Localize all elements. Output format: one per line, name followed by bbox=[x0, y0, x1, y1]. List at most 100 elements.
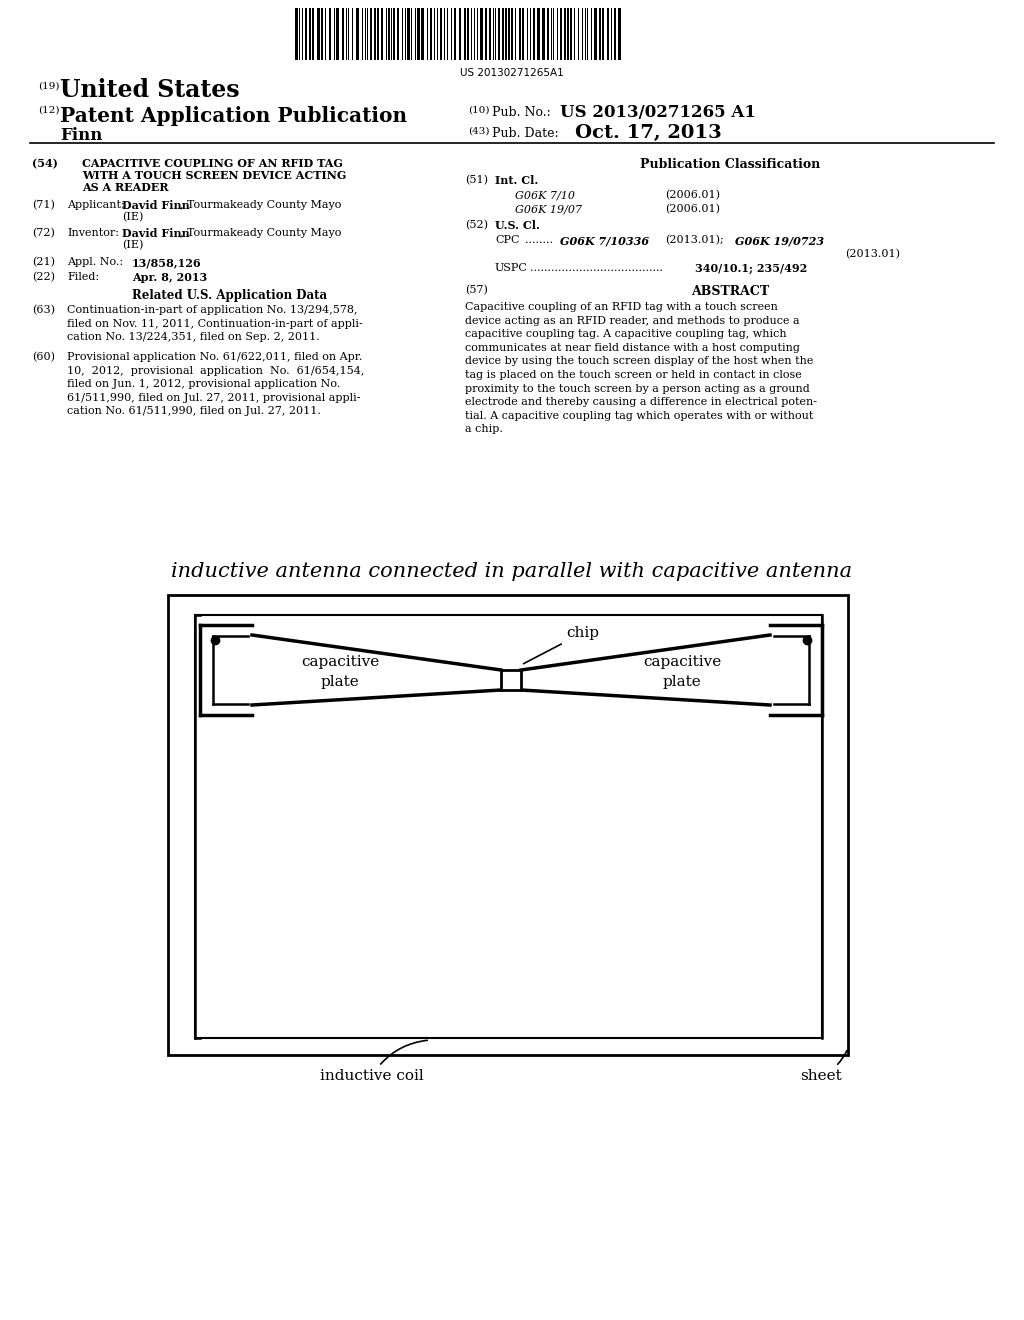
Bar bbox=[305, 8, 307, 59]
Bar bbox=[430, 8, 432, 59]
Text: CPC: CPC bbox=[495, 235, 519, 246]
Text: sheet: sheet bbox=[800, 1051, 847, 1082]
Text: (57): (57) bbox=[465, 285, 487, 296]
Bar bbox=[301, 8, 303, 59]
Text: (12): (12) bbox=[38, 106, 59, 115]
Bar bbox=[401, 8, 403, 59]
Bar bbox=[454, 8, 456, 59]
Bar bbox=[585, 8, 586, 59]
Text: capacitive
plate: capacitive plate bbox=[643, 655, 721, 689]
Text: (10): (10) bbox=[468, 106, 489, 115]
Bar bbox=[502, 8, 504, 59]
Bar bbox=[365, 8, 367, 59]
Bar bbox=[474, 8, 475, 59]
Bar bbox=[611, 8, 612, 59]
Bar bbox=[553, 8, 554, 59]
Bar bbox=[422, 8, 424, 59]
Text: (43): (43) bbox=[468, 127, 489, 136]
Text: (63): (63) bbox=[32, 305, 55, 315]
Text: Apr. 8, 2013: Apr. 8, 2013 bbox=[132, 272, 207, 282]
Bar bbox=[563, 8, 565, 59]
Bar bbox=[467, 8, 469, 59]
Text: G06K 7/10: G06K 7/10 bbox=[515, 190, 575, 201]
Bar bbox=[470, 8, 472, 59]
Bar bbox=[299, 8, 300, 59]
Bar bbox=[312, 8, 314, 59]
Text: Appl. No.:: Appl. No.: bbox=[67, 257, 123, 267]
Text: capacitive
plate: capacitive plate bbox=[301, 655, 379, 689]
Bar bbox=[573, 8, 575, 59]
Bar bbox=[599, 8, 601, 59]
Bar bbox=[408, 8, 410, 59]
Text: Applicant:: Applicant: bbox=[67, 201, 125, 210]
Text: ABSTRACT: ABSTRACT bbox=[691, 285, 769, 298]
Bar bbox=[195, 615, 822, 1038]
Bar bbox=[367, 8, 369, 59]
Bar bbox=[396, 8, 398, 59]
Bar bbox=[570, 8, 571, 59]
Text: (54): (54) bbox=[32, 158, 58, 169]
Bar bbox=[459, 8, 461, 59]
Text: Pub. No.:: Pub. No.: bbox=[492, 106, 551, 119]
Bar bbox=[480, 8, 483, 59]
Text: U.S. Cl.: U.S. Cl. bbox=[495, 220, 540, 231]
Text: (60): (60) bbox=[32, 352, 55, 362]
Bar bbox=[381, 8, 383, 59]
Bar bbox=[370, 8, 372, 59]
Text: Pub. Date:: Pub. Date: bbox=[492, 127, 559, 140]
Text: (21): (21) bbox=[32, 257, 55, 268]
Bar bbox=[391, 8, 392, 59]
Text: , Tourmakeady County Mayo: , Tourmakeady County Mayo bbox=[180, 228, 341, 238]
Bar bbox=[168, 595, 848, 1055]
Bar bbox=[415, 8, 417, 59]
Bar bbox=[477, 8, 478, 59]
Bar bbox=[295, 8, 298, 59]
Text: , Tourmakeady County Mayo: , Tourmakeady County Mayo bbox=[180, 201, 341, 210]
Bar bbox=[485, 8, 486, 59]
Text: Publication Classification: Publication Classification bbox=[640, 158, 820, 172]
Text: Patent Application Publication: Patent Application Publication bbox=[60, 106, 408, 125]
Text: 13/858,126: 13/858,126 bbox=[132, 257, 202, 268]
Text: CAPACITIVE COUPLING OF AN RFID TAG: CAPACITIVE COUPLING OF AN RFID TAG bbox=[82, 158, 343, 169]
Bar bbox=[527, 8, 528, 59]
Text: (22): (22) bbox=[32, 272, 55, 282]
Text: Int. Cl.: Int. Cl. bbox=[495, 176, 539, 186]
Bar bbox=[342, 8, 344, 59]
Text: US 2013/0271265 A1: US 2013/0271265 A1 bbox=[560, 104, 756, 121]
Text: (2013.01): (2013.01) bbox=[845, 249, 900, 259]
Text: (IE): (IE) bbox=[122, 213, 143, 222]
Text: Provisional application No. 61/622,011, filed on Apr.
10,  2012,  provisional  a: Provisional application No. 61/622,011, … bbox=[67, 352, 365, 416]
Text: Continuation-in-part of application No. 13/294,578,
filed on Nov. 11, 2011, Cont: Continuation-in-part of application No. … bbox=[67, 305, 362, 342]
Bar bbox=[387, 8, 390, 59]
Bar bbox=[322, 8, 324, 59]
Bar bbox=[329, 8, 331, 59]
Bar bbox=[418, 8, 420, 59]
Bar bbox=[309, 8, 311, 59]
Text: (19): (19) bbox=[38, 82, 59, 91]
Bar bbox=[543, 8, 546, 59]
Text: United States: United States bbox=[60, 78, 240, 102]
Bar bbox=[537, 8, 540, 59]
Bar bbox=[594, 8, 597, 59]
Bar bbox=[499, 8, 500, 59]
Text: US 20130271265A1: US 20130271265A1 bbox=[460, 69, 564, 78]
Text: Related U.S. Application Data: Related U.S. Application Data bbox=[132, 289, 328, 302]
Text: Finn: Finn bbox=[60, 127, 102, 144]
Text: (IE): (IE) bbox=[122, 240, 143, 251]
Bar bbox=[519, 8, 520, 59]
Text: (2006.01): (2006.01) bbox=[665, 205, 720, 214]
Text: ......................................: ...................................... bbox=[530, 263, 663, 273]
Bar bbox=[602, 8, 604, 59]
Text: (2013.01);: (2013.01); bbox=[665, 235, 724, 246]
Bar bbox=[559, 8, 562, 59]
Bar bbox=[355, 8, 358, 59]
Bar bbox=[317, 8, 319, 59]
Bar bbox=[361, 8, 364, 59]
Text: (2006.01): (2006.01) bbox=[665, 190, 720, 201]
Text: inductive antenna connected in parallel with capacitive antenna: inductive antenna connected in parallel … bbox=[171, 562, 853, 581]
Bar bbox=[501, 671, 521, 690]
Bar bbox=[446, 8, 449, 59]
Bar bbox=[607, 8, 608, 59]
Bar bbox=[377, 8, 379, 59]
Bar bbox=[618, 8, 621, 59]
